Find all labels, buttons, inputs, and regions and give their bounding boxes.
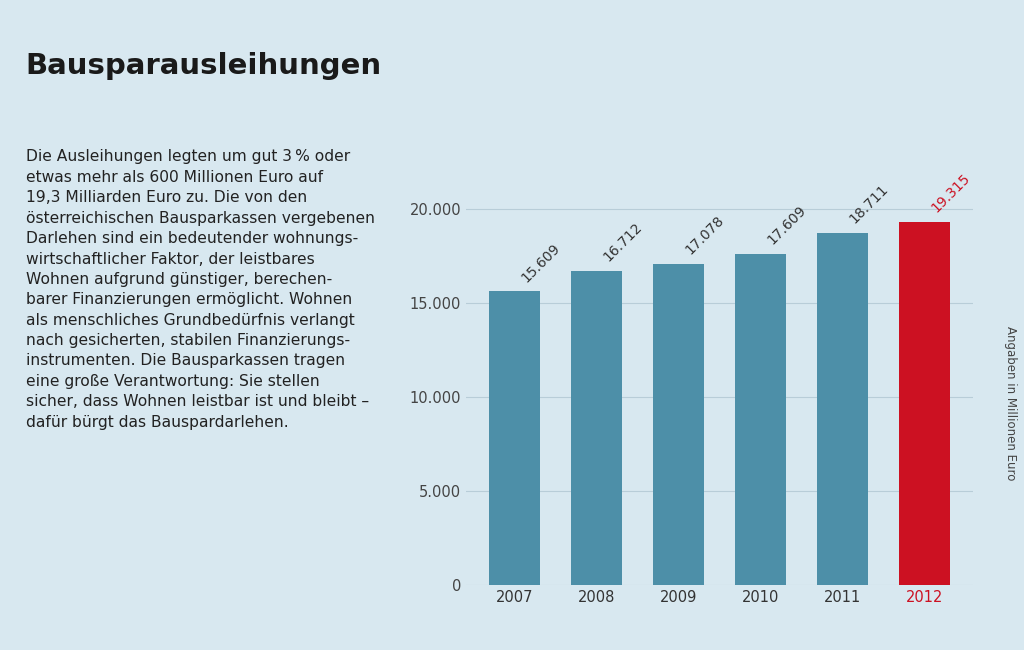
Text: 15.609: 15.609: [518, 240, 562, 285]
Text: Angaben in Millionen Euro: Angaben in Millionen Euro: [1004, 326, 1017, 480]
Bar: [899, 222, 949, 585]
Bar: [735, 254, 785, 585]
Text: 18.711: 18.711: [847, 182, 891, 226]
Bar: [817, 233, 867, 585]
Text: 17.609: 17.609: [765, 203, 809, 247]
Text: Die Ausleihungen legten um gut 3 % oder
etwas mehr als 600 Millionen Euro auf
19: Die Ausleihungen legten um gut 3 % oder …: [26, 150, 375, 430]
Text: 16.712: 16.712: [600, 220, 645, 264]
Text: 17.078: 17.078: [682, 213, 727, 257]
Text: Bausparausleihungen: Bausparausleihungen: [26, 52, 382, 80]
Bar: [653, 264, 703, 585]
Bar: [571, 270, 622, 585]
Text: 19.315: 19.315: [929, 171, 973, 215]
Bar: [489, 291, 540, 585]
